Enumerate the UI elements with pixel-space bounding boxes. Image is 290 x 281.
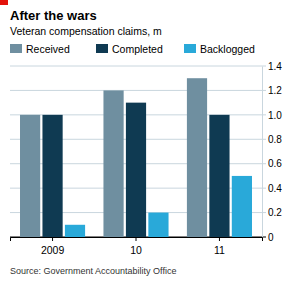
bar [20,115,40,237]
bar [232,176,252,237]
legend: Received Completed Backlogged [10,43,255,55]
y-tick-label: 0 [268,232,274,243]
x-tick: 11 [214,237,225,256]
x-tick-label: 2009 [41,244,65,256]
legend-swatch [184,44,196,53]
y-tick-label: 1.0 [268,110,282,121]
x-axis-line [11,238,263,242]
y-tick-label: 0.2 [268,207,282,218]
x-tick: 2009 [41,237,65,256]
y-tick: 1.2 [262,85,282,96]
bar [187,78,207,237]
bar [42,115,62,237]
y-tick: 0 [262,232,274,243]
y-axis-line [262,67,263,238]
title: After the wars [10,8,97,23]
legend-swatch [10,44,22,53]
y-tick-label: 0.6 [268,158,282,169]
legend-label: Received [26,43,70,55]
y-tick: 0.6 [262,158,282,169]
corner-tag [0,0,8,5]
y-tick: 0.4 [262,183,282,194]
x-tick-label: 10 [130,244,142,256]
bars [20,78,252,237]
bar [148,213,168,237]
y-tick-label: 0.4 [268,183,282,194]
bar [209,115,229,237]
x-tick-mark [136,237,137,241]
x-tick-mark [52,237,53,241]
grid-line [10,66,266,67]
x-tick-mark [219,237,220,241]
y-tick-label: 1.2 [268,85,282,96]
subtitle: Veteran compensation claims, m [10,25,162,37]
legend-swatch [96,44,108,53]
legend-label: Backlogged [200,43,255,55]
x-tick-label: 11 [214,244,225,256]
source: Source: Government Accountability Office [10,266,176,276]
bar [126,103,146,237]
y-tick-label: 0.8 [268,134,282,145]
y-tick: 1.4 [262,61,282,72]
bar [65,225,85,237]
y-tick: 1.0 [262,110,282,121]
legend-label: Completed [112,43,163,55]
y-tick: 0.2 [262,207,282,218]
x-tick: 10 [130,237,142,256]
y-tick-label: 1.4 [268,61,282,72]
bar [103,90,123,237]
y-tick: 0.8 [262,134,282,145]
grid [10,66,266,237]
grid-line [10,90,266,91]
